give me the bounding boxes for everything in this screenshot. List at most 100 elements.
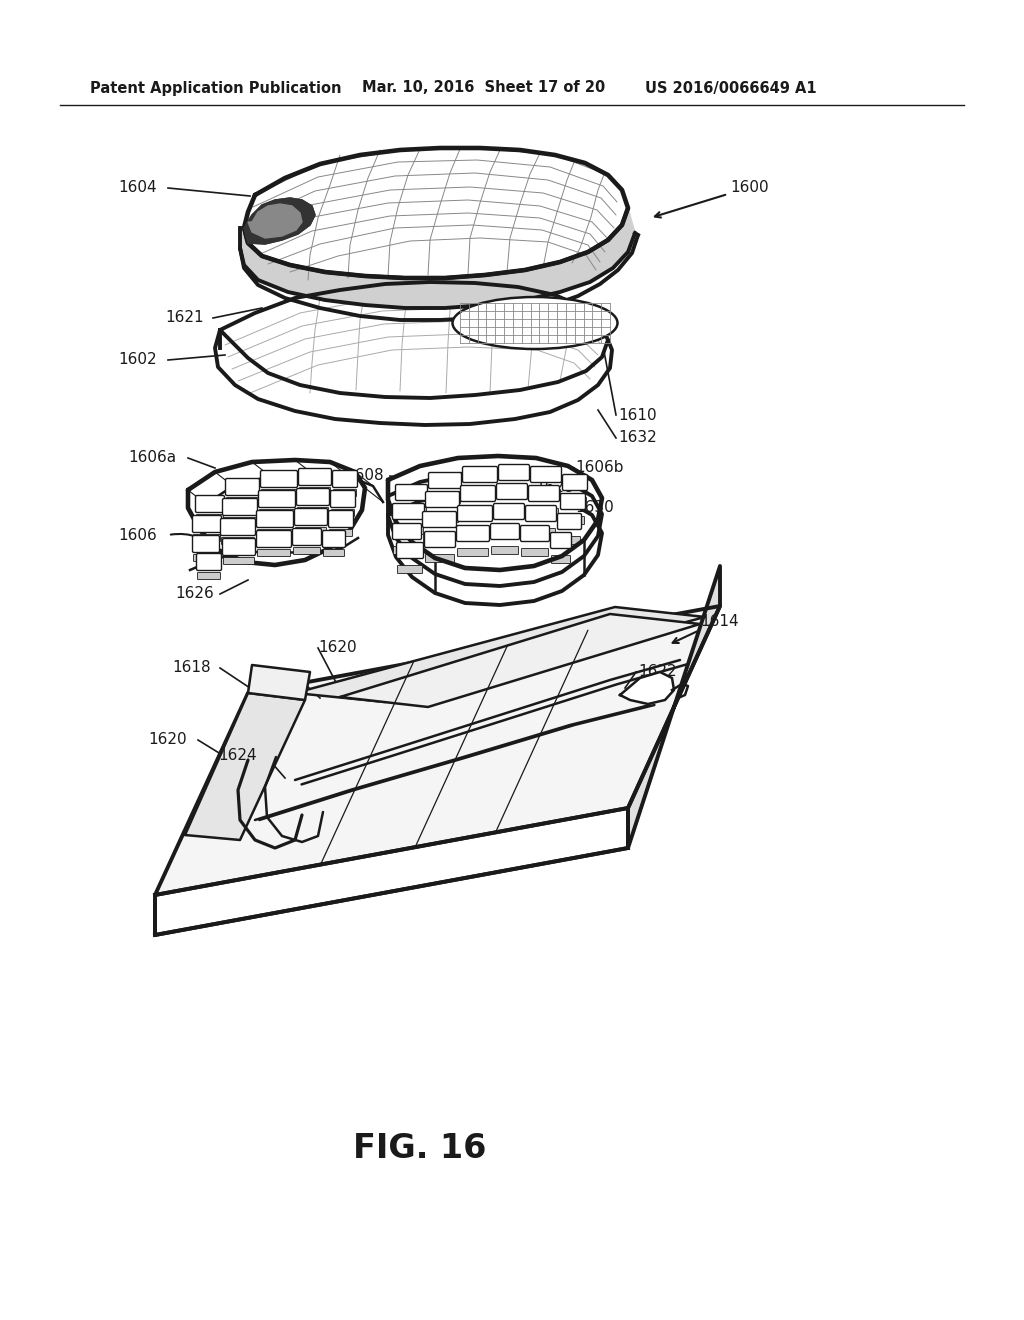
Text: 1600: 1600 <box>730 181 769 195</box>
FancyBboxPatch shape <box>259 510 295 516</box>
FancyBboxPatch shape <box>393 527 424 535</box>
Text: 1610: 1610 <box>618 408 656 422</box>
FancyBboxPatch shape <box>563 498 587 506</box>
Polygon shape <box>620 672 674 704</box>
FancyBboxPatch shape <box>221 537 255 544</box>
FancyBboxPatch shape <box>257 549 291 557</box>
Text: 1624: 1624 <box>218 747 257 763</box>
Polygon shape <box>248 205 302 238</box>
FancyBboxPatch shape <box>497 483 527 499</box>
FancyBboxPatch shape <box>558 536 581 544</box>
FancyBboxPatch shape <box>531 490 560 498</box>
FancyBboxPatch shape <box>298 507 329 515</box>
FancyBboxPatch shape <box>530 466 561 483</box>
FancyBboxPatch shape <box>459 528 492 536</box>
FancyBboxPatch shape <box>293 528 322 545</box>
FancyBboxPatch shape <box>323 531 345 548</box>
FancyBboxPatch shape <box>490 524 519 540</box>
FancyBboxPatch shape <box>296 528 327 535</box>
Polygon shape <box>220 282 608 399</box>
FancyBboxPatch shape <box>552 556 570 564</box>
FancyBboxPatch shape <box>520 525 550 541</box>
Text: US 2016/0066649 A1: US 2016/0066649 A1 <box>645 81 816 95</box>
FancyBboxPatch shape <box>193 536 219 553</box>
FancyBboxPatch shape <box>396 507 427 516</box>
FancyBboxPatch shape <box>261 490 297 496</box>
Polygon shape <box>628 566 720 847</box>
FancyBboxPatch shape <box>196 495 224 512</box>
FancyBboxPatch shape <box>396 543 424 558</box>
FancyBboxPatch shape <box>561 516 585 524</box>
Polygon shape <box>244 148 628 279</box>
Text: 1620: 1620 <box>318 640 356 656</box>
FancyBboxPatch shape <box>392 503 425 520</box>
FancyBboxPatch shape <box>529 508 558 516</box>
FancyBboxPatch shape <box>458 549 488 557</box>
Text: 1620: 1620 <box>148 733 186 747</box>
Text: 1626: 1626 <box>175 586 214 602</box>
FancyBboxPatch shape <box>194 554 218 561</box>
FancyBboxPatch shape <box>324 549 344 557</box>
Text: Patent Application Publication: Patent Application Publication <box>90 81 341 95</box>
Polygon shape <box>188 459 365 565</box>
FancyBboxPatch shape <box>222 539 256 556</box>
Polygon shape <box>240 209 635 308</box>
Ellipse shape <box>453 297 617 348</box>
FancyBboxPatch shape <box>521 549 549 557</box>
FancyBboxPatch shape <box>560 494 586 510</box>
FancyBboxPatch shape <box>392 524 422 540</box>
FancyBboxPatch shape <box>331 491 355 507</box>
FancyBboxPatch shape <box>223 517 256 524</box>
FancyBboxPatch shape <box>297 488 330 506</box>
Polygon shape <box>244 198 315 244</box>
FancyBboxPatch shape <box>333 470 357 487</box>
FancyBboxPatch shape <box>423 511 457 528</box>
Text: 1602: 1602 <box>118 352 157 367</box>
FancyBboxPatch shape <box>429 495 461 503</box>
FancyBboxPatch shape <box>457 525 489 541</box>
FancyBboxPatch shape <box>197 553 221 570</box>
Text: 1621: 1621 <box>165 310 204 326</box>
FancyBboxPatch shape <box>424 535 456 543</box>
FancyBboxPatch shape <box>197 515 223 521</box>
FancyBboxPatch shape <box>220 519 256 536</box>
Text: 1616: 1616 <box>248 668 287 684</box>
FancyBboxPatch shape <box>299 487 331 495</box>
FancyBboxPatch shape <box>428 473 462 488</box>
FancyBboxPatch shape <box>464 490 497 498</box>
FancyBboxPatch shape <box>257 529 293 536</box>
FancyBboxPatch shape <box>525 506 556 521</box>
Text: 1606: 1606 <box>118 528 157 543</box>
FancyBboxPatch shape <box>562 474 588 491</box>
Text: 1628: 1628 <box>535 479 573 495</box>
FancyBboxPatch shape <box>462 508 495 516</box>
FancyBboxPatch shape <box>330 529 352 536</box>
FancyBboxPatch shape <box>425 532 456 548</box>
FancyBboxPatch shape <box>256 531 292 548</box>
FancyBboxPatch shape <box>198 573 220 579</box>
FancyBboxPatch shape <box>463 466 498 483</box>
FancyBboxPatch shape <box>500 487 528 495</box>
FancyBboxPatch shape <box>193 516 221 532</box>
FancyBboxPatch shape <box>498 507 526 515</box>
FancyBboxPatch shape <box>299 469 332 486</box>
Text: 1614: 1614 <box>700 615 738 630</box>
FancyBboxPatch shape <box>332 510 354 516</box>
Text: 1632: 1632 <box>618 430 656 446</box>
FancyBboxPatch shape <box>194 535 220 541</box>
Text: Mar. 10, 2016  Sheet 17 of 20: Mar. 10, 2016 Sheet 17 of 20 <box>362 81 605 95</box>
FancyBboxPatch shape <box>526 528 555 536</box>
FancyBboxPatch shape <box>395 484 427 500</box>
Text: 1606b: 1606b <box>575 461 624 475</box>
Text: 1604: 1604 <box>118 181 157 195</box>
FancyBboxPatch shape <box>551 532 571 549</box>
FancyBboxPatch shape <box>222 499 257 516</box>
FancyBboxPatch shape <box>495 527 523 535</box>
FancyBboxPatch shape <box>528 486 559 502</box>
Polygon shape <box>388 455 602 570</box>
Text: 1622: 1622 <box>638 664 677 680</box>
FancyBboxPatch shape <box>461 486 496 502</box>
Text: FIG. 16: FIG. 16 <box>353 1131 486 1164</box>
FancyBboxPatch shape <box>260 470 298 487</box>
FancyBboxPatch shape <box>557 513 582 529</box>
